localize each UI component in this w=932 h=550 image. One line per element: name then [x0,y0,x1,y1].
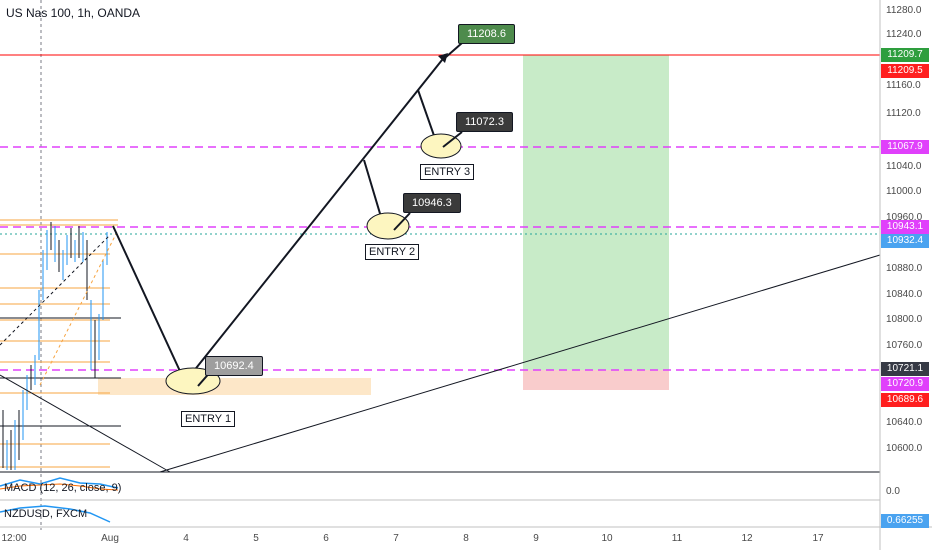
entry2-zone-ellipse[interactable] [366,212,410,240]
fib-levels[interactable] [0,219,118,468]
price-axis-label: 11040.0 [886,161,922,172]
price-tag-level[interactable]: 10721.1 [881,362,929,376]
price-tag-current[interactable]: 10932.4 [881,234,929,248]
time-axis-label: Aug [101,533,119,544]
macd-line [0,477,119,489]
time-axis-label: 17 [812,533,824,544]
time-axis-label: 7 [393,533,399,544]
callout-target-price[interactable]: 11208.6 [458,24,515,44]
arrow-head-target [438,53,448,63]
price-axis-label: 10760.0 [886,340,923,351]
trendline-dashed-orange[interactable] [39,229,119,386]
entry2-label[interactable]: ENTRY 2 [365,244,420,260]
price-axis-label: 10960.0 [886,212,923,223]
candles [2,222,108,470]
price-axis-label: 10600.0 [886,443,923,454]
price-axis-label: 11240.0 [886,29,922,40]
entry3-label[interactable]: ENTRY 3 [420,164,475,180]
reward-zone[interactable] [523,55,669,370]
price-axis-label: 11280.0 [886,5,922,16]
time-axis-label: 8 [463,533,469,544]
price-axis-label: 11000.0 [886,186,922,197]
macd-label[interactable]: MACD (12, 26, close, 9) [4,482,122,494]
time-axis-label: 4 [183,533,189,544]
callout-entry3-price[interactable]: 11072.3 [456,112,513,132]
price-axis-label: 10880.0 [886,263,923,274]
price-tag-entry2[interactable]: 10943.1 [881,220,929,234]
risk-zone[interactable] [523,370,669,390]
trendline-dashed-black[interactable] [0,234,111,346]
price-tag-target-green[interactable]: 11209.7 [881,48,929,62]
price-axis-label: 11160.0 [886,80,921,91]
price-tag-nzdusd[interactable]: 0.66255 [881,514,929,528]
price-axis-label: 10800.0 [886,314,923,325]
entry1-label[interactable]: ENTRY 1 [181,411,236,427]
price-tag-entry1[interactable]: 10720.9 [881,377,929,391]
nzdusd-label[interactable]: NZDUSD, FXCM [4,508,88,520]
price-tag-entry3[interactable]: 11067.9 [881,140,929,154]
callout-entry2-price[interactable]: 10946.3 [403,193,461,213]
callout-entry1-price[interactable]: 10692.4 [205,356,263,376]
price-axis-label: 11120.0 [886,108,921,119]
price-tag-stop[interactable]: 10689.6 [881,393,929,407]
time-axis-label: 12 [741,533,753,544]
price-tag-target-red[interactable]: 11209.5 [881,64,929,78]
time-axis-label: 11 [671,533,683,544]
time-axis-label: 10 [601,533,613,544]
callout-pointers [197,42,463,387]
time-axis-label: 6 [323,533,329,544]
nzdusd-line [0,505,111,523]
black-levels[interactable] [0,317,121,427]
trendline-descending[interactable] [0,374,171,473]
demand-zone[interactable] [98,378,371,395]
macd-signal [0,483,119,491]
price-axis-label: 10840.0 [886,289,923,300]
chart-title: US Nas 100, 1h, OANDA [6,6,141,20]
macd-axis-value: 0.0 [886,486,900,497]
time-axis-label: 5 [253,533,259,544]
time-axis-label: 12:00 [1,533,27,544]
time-axis-label: 9 [533,533,539,544]
price-axis-label: 10640.0 [886,417,923,428]
trendline-ascending[interactable] [159,254,881,473]
